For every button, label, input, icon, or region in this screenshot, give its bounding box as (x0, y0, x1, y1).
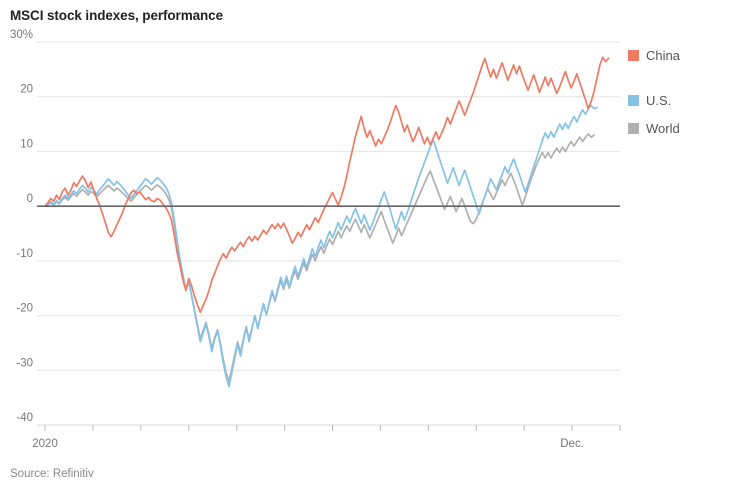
legend-swatch-china (628, 50, 639, 61)
y-axis-tick-labels: 30% 20 10 0 -10 -20 -30 -40 (10, 29, 33, 424)
page-title: MSCI stock indexes, performance (10, 8, 223, 23)
y-tick-label: 20 (20, 84, 33, 96)
y-tick-label: -30 (16, 357, 33, 369)
legend-swatch-us (628, 95, 639, 106)
legend-label-world: World (646, 121, 680, 136)
legend-swatch-world (628, 123, 639, 134)
x-tick-label: 2020 (32, 438, 58, 450)
x-axis-ticks (37, 424, 621, 431)
y-tick-label: -40 (16, 412, 33, 424)
legend-label-us: U.S. (646, 93, 672, 108)
x-axis-tick-labels: 2020 Dec. (32, 438, 584, 450)
series-line-us (44, 104, 598, 388)
data-series-group (44, 56, 610, 388)
legend-label-china: China (646, 48, 680, 63)
y-tick-label: 10 (20, 138, 33, 150)
series-line-china (44, 56, 610, 314)
source-note: Source: Refinitiv (10, 468, 94, 480)
y-tick-label: 0 (27, 193, 33, 205)
legend-item-china[interactable]: China (628, 48, 680, 63)
legend-item-world[interactable]: World (628, 121, 680, 136)
legend-item-us[interactable]: U.S. (628, 93, 671, 108)
x-tick-label: Dec. (560, 438, 584, 450)
line-chart-plot: 30% 20 10 0 -10 -20 -30 -40 2020 Dec. (10, 29, 621, 450)
y-tick-label: -10 (16, 248, 33, 260)
y-tick-label: 30% (10, 29, 33, 41)
y-tick-label: -20 (16, 303, 33, 315)
series-line-world (44, 133, 595, 383)
